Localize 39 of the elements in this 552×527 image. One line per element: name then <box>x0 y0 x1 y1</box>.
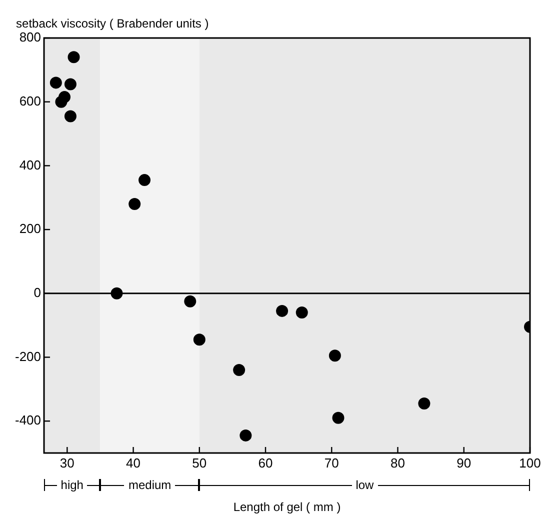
y-tick-label: 600 <box>19 93 42 108</box>
range-bracket: low <box>199 479 530 491</box>
point <box>276 304 288 317</box>
point <box>138 174 151 186</box>
x-tick-label: 60 <box>258 455 273 470</box>
x-tick-label: 80 <box>390 455 405 470</box>
y-tick-label: 800 <box>19 30 42 45</box>
point <box>328 350 341 362</box>
x-axis-title: Length of gel ( mm ) <box>233 500 341 514</box>
range-bracket: high <box>44 479 100 491</box>
point <box>50 76 62 89</box>
point <box>418 398 430 410</box>
band-label: high <box>60 478 84 492</box>
point <box>233 364 246 376</box>
y-tick-label: 0 <box>34 284 42 300</box>
point <box>64 110 76 122</box>
y-axis-title: setback viscosity ( Brabender units ) <box>16 16 209 30</box>
point <box>128 198 141 210</box>
range-bracket: medium <box>100 479 200 491</box>
x-tick-label: 70 <box>324 455 339 470</box>
y-tick-label: 400 <box>19 157 42 172</box>
point <box>296 306 308 319</box>
band-label: medium <box>127 478 172 492</box>
point <box>332 412 344 424</box>
band-label: low <box>354 478 375 492</box>
y-tick-label: -400 <box>14 412 42 428</box>
point <box>68 51 80 64</box>
x-tick-label: 50 <box>192 455 207 470</box>
x-tick-label: 90 <box>456 455 472 470</box>
x-tick-label: 30 <box>60 455 74 470</box>
point <box>184 295 196 308</box>
point <box>240 429 252 442</box>
y-tick-label: -200 <box>14 348 42 364</box>
point <box>193 334 206 346</box>
point <box>64 78 76 90</box>
y-tick-label: 200 <box>19 221 42 236</box>
x-tick-label: 40 <box>126 455 141 470</box>
x-tick-label: 100 <box>519 455 541 470</box>
point <box>58 91 71 104</box>
